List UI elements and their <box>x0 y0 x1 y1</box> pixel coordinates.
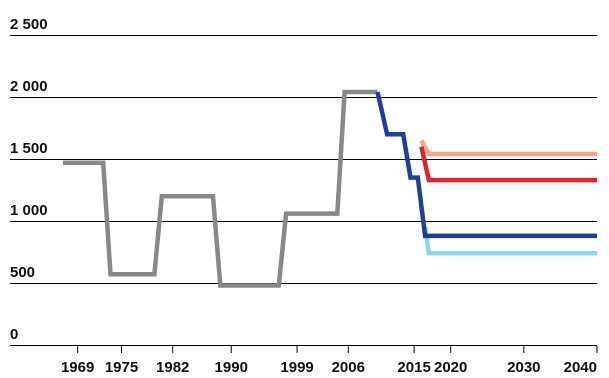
data-series <box>63 89 597 288</box>
y-tick-label: 1 000 <box>10 202 48 219</box>
x-tick-label: 2020 <box>434 359 467 376</box>
y-tick-label: 1 500 <box>10 140 48 157</box>
gridlines <box>10 35 597 346</box>
x-tick-label: 1990 <box>215 359 248 376</box>
x-tick-label: 1982 <box>156 359 189 376</box>
y-tick-label: 2 500 <box>10 16 48 33</box>
series-line-2 <box>419 146 597 183</box>
y-tick-label: 2 000 <box>10 78 48 95</box>
x-tick-label: 2015 <box>397 359 430 376</box>
x-tick-label: 1999 <box>280 359 313 376</box>
series-line-1 <box>419 139 597 157</box>
x-tick-label: 2006 <box>332 359 365 376</box>
x-tick-label: 2040 <box>564 359 597 376</box>
x-tick-label: 2030 <box>507 359 540 376</box>
y-axis-tick-labels: 0 500 1 000 1 500 2 000 2 500 <box>10 16 48 343</box>
x-tick-label: 1969 <box>61 359 94 376</box>
series-line-4 <box>63 89 378 288</box>
series-line-5 <box>375 91 597 239</box>
series-line-3 <box>422 226 597 256</box>
x-axis-tick-labels: 1969 1975 1982 1990 1999 2006 2015 2020 2030 2040 <box>61 346 598 376</box>
y-tick-label: 0 <box>10 326 18 343</box>
x-tick-label: 1975 <box>105 359 138 376</box>
y-tick-label: 500 <box>10 264 35 281</box>
